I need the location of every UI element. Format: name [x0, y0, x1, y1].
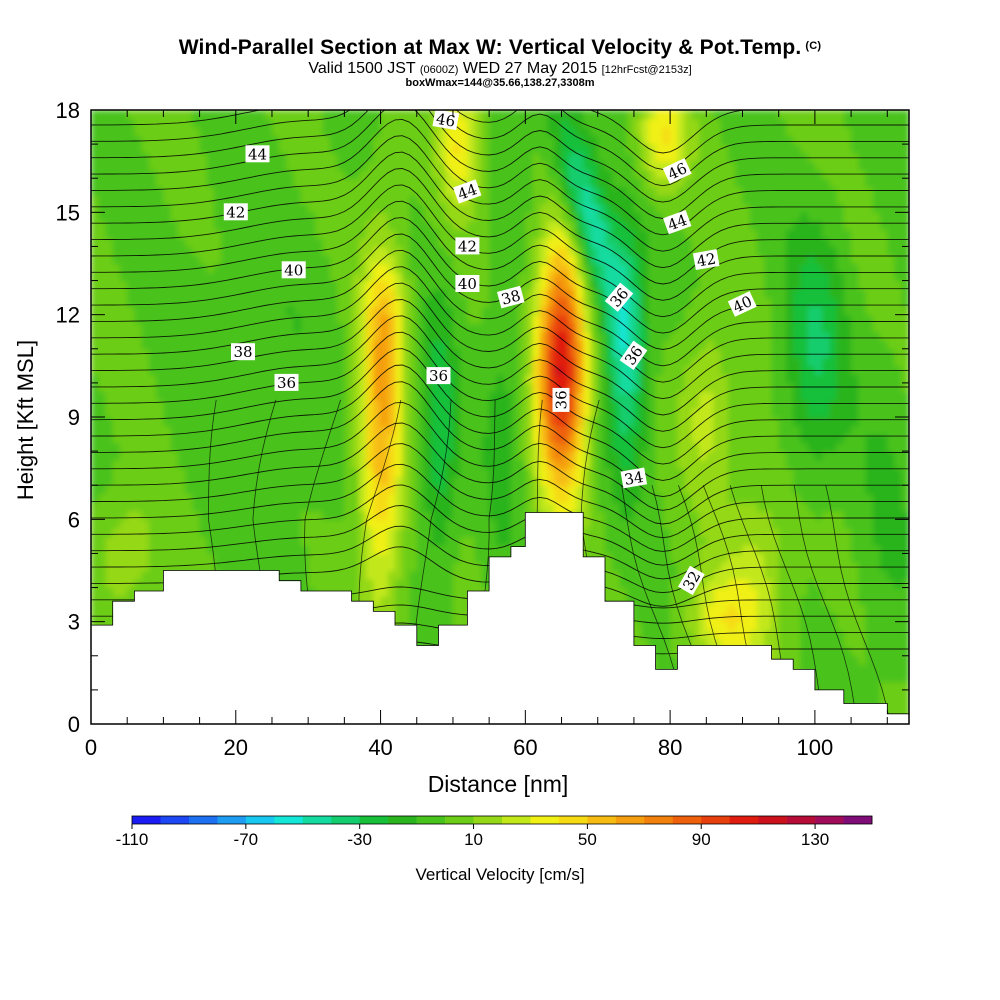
colorbar-swatch: [416, 816, 446, 824]
colorbar-swatch: [473, 816, 503, 824]
valid-date-text: WED 27 May 2015: [462, 60, 598, 77]
theta-label: 36: [274, 373, 299, 392]
y-axis-label: Height [Kft MSL]: [13, 340, 38, 500]
theta-label: 38: [231, 343, 255, 361]
colorbar-tick-label: 50: [578, 830, 597, 849]
valid-zulu-text: (0600Z): [419, 64, 459, 76]
colorbar-label: Vertical Velocity [cm/s]: [415, 865, 584, 884]
x-axis-label: Distance [nm]: [428, 771, 569, 797]
colorbar-swatch: [729, 816, 759, 824]
y-tick-label: 15: [56, 200, 80, 225]
chart-title: Wind-Parallel Section at Max W: Vertical…: [0, 36, 1000, 60]
colorbar: -110 -70 -30 10 50 90 130: [116, 815, 873, 849]
colorbar-tick-label: -110: [116, 830, 149, 849]
colorbar-swatch: [245, 816, 275, 824]
copyright-mark: (C): [805, 40, 822, 52]
colorbar-swatch: [843, 816, 873, 824]
theta-label: 42: [692, 249, 720, 271]
theta-label: 44: [245, 145, 270, 163]
x-tick-label: 40: [368, 735, 392, 760]
terrain-profile: [90, 512, 910, 725]
x-tick-label: 80: [658, 735, 682, 760]
theta-label: 36: [552, 387, 571, 412]
colorbar-swatch: [701, 816, 730, 824]
y-tick-label: 9: [68, 405, 80, 430]
colorbar-swatch: [786, 816, 816, 824]
colorbar-swatch: [445, 816, 474, 824]
colorbar-swatch: [587, 816, 617, 824]
valid-time-line: Valid 1500 JST (0600Z) WED 27 May 2015 […: [0, 60, 1000, 78]
colorbar-swatch: [815, 816, 844, 824]
theta-label: 42: [455, 237, 480, 255]
colorbar-swatch: [615, 816, 645, 824]
colorbar-tick-label: -70: [234, 830, 259, 849]
y-tick-label: 0: [68, 712, 80, 737]
x-tick-label: 100: [797, 735, 834, 760]
valid-time-text: Valid 1500 JST: [308, 60, 416, 77]
colorbar-swatch: [644, 816, 674, 824]
colorbar-swatch: [502, 816, 531, 824]
theta-label: 46: [432, 109, 460, 131]
theta-label: 42: [223, 203, 248, 221]
theta-label: 44: [663, 210, 692, 234]
y-tick-label: 3: [68, 610, 80, 635]
chart-title-text: Wind-Parallel Section at Max W: Vertical…: [178, 36, 802, 59]
x-tick-label: 0: [85, 735, 97, 760]
colorbar-tick-label: 130: [801, 830, 829, 849]
terrain-mask: [90, 512, 910, 725]
theta-label: 44: [453, 179, 482, 204]
y-tick-label: 12: [56, 303, 80, 328]
theta-label: 38: [496, 285, 525, 309]
colorbar-swatch: [558, 816, 588, 824]
colorbar-swatch: [302, 816, 332, 824]
colorbar-swatch: [132, 816, 161, 824]
theta-label: 40: [281, 261, 306, 279]
colorbar-tick-label: -30: [347, 830, 372, 849]
colorbar-tick-label: 90: [692, 830, 711, 849]
colorbar-swatch: [188, 816, 218, 824]
colorbar-swatch: [672, 816, 702, 824]
y-tick-label: 6: [68, 507, 80, 532]
y-tick-label: 18: [56, 98, 80, 123]
colorbar-swatch: [388, 816, 417, 824]
theta-label: 34: [620, 467, 648, 489]
box-info-line: boxWmax=144@35.66,138.27,3308m: [405, 77, 595, 89]
forecast-info-text: [12hrFcst@2153z]: [601, 64, 692, 76]
theta-label: 40: [455, 275, 480, 293]
theta-label: 36: [426, 367, 451, 385]
colorbar-swatch: [331, 816, 360, 824]
x-tick-label: 60: [513, 735, 537, 760]
colorbar-tick-label: 10: [464, 830, 483, 849]
colorbar-swatch: [274, 816, 304, 824]
x-tick-label: 20: [224, 735, 248, 760]
colorbar-swatch: [758, 816, 787, 824]
colorbar-swatch: [359, 816, 389, 824]
colorbar-swatch: [217, 816, 247, 824]
colorbar-swatch: [530, 816, 560, 824]
colorbar-swatch: [160, 816, 190, 824]
